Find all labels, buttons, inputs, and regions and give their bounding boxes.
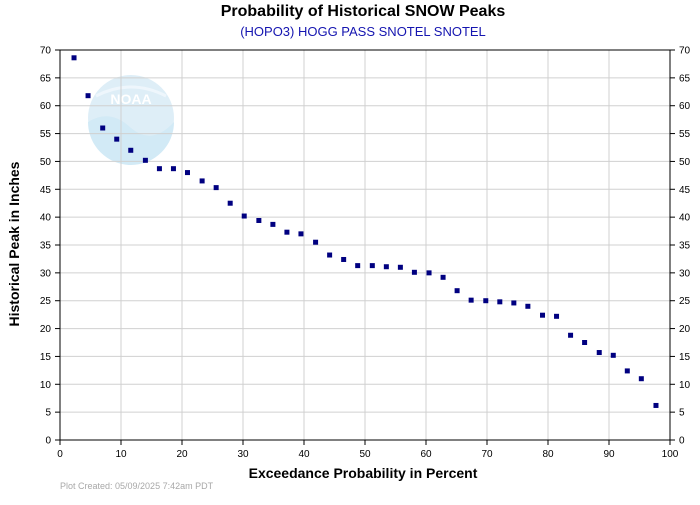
- y-tick-label-right: 70: [679, 46, 691, 57]
- data-point: [213, 185, 219, 191]
- y-tick-label-left: 10: [40, 380, 52, 391]
- x-tick-label: 100: [662, 449, 679, 460]
- y-tick-label-left: 5: [45, 408, 51, 419]
- data-point: [128, 147, 134, 153]
- y-tick-label-left: 30: [40, 268, 52, 279]
- data-point: [624, 368, 630, 374]
- data-point: [540, 312, 546, 318]
- x-tick-label: 0: [57, 449, 63, 460]
- data-point: [270, 221, 276, 227]
- data-point: [369, 263, 375, 269]
- data-point: [341, 256, 347, 262]
- x-tick-label: 60: [420, 449, 432, 460]
- data-point: [355, 263, 361, 269]
- y-tick-label-right: 55: [679, 129, 691, 140]
- data-point: [383, 264, 389, 270]
- data-point: [596, 350, 602, 356]
- data-point: [284, 229, 290, 235]
- y-tick-label-right: 5: [679, 408, 685, 419]
- data-point: [483, 298, 489, 304]
- points-layer: [71, 55, 659, 408]
- y-tick-label-left: 20: [40, 324, 52, 335]
- x-tick-label: 50: [359, 449, 371, 460]
- data-point: [327, 252, 333, 258]
- data-point: [170, 166, 176, 172]
- x-tick-label: 70: [481, 449, 493, 460]
- data-point: [426, 270, 432, 276]
- data-point: [184, 170, 190, 176]
- x-tick-label: 40: [298, 449, 310, 460]
- y-tick-label-left: 0: [45, 436, 51, 447]
- y-tick-label-left: 65: [40, 73, 52, 84]
- data-point: [298, 231, 304, 237]
- data-point: [241, 213, 247, 219]
- data-point: [610, 352, 616, 358]
- y-tick-label-left: 70: [40, 46, 52, 57]
- y-tick-label-right: 15: [679, 352, 691, 363]
- y-tick-label-left: 35: [40, 241, 52, 252]
- noaa-logo-text: NOAA: [110, 91, 151, 107]
- chart-title: Probability of Historical SNOW Peaks: [221, 3, 506, 20]
- data-point: [114, 136, 120, 142]
- y-tick-label-right: 35: [679, 241, 691, 252]
- x-tick-label: 90: [603, 449, 615, 460]
- data-point: [227, 200, 233, 206]
- data-point: [199, 178, 205, 184]
- data-point: [411, 269, 417, 275]
- y-tick-label-right: 40: [679, 213, 691, 224]
- data-point: [582, 340, 588, 345]
- y-tick-label-right: 50: [679, 157, 691, 168]
- data-point: [156, 166, 162, 172]
- y-tick-label-left: 40: [40, 213, 52, 224]
- data-point: [440, 274, 446, 280]
- data-point: [568, 332, 574, 338]
- y-tick-label-right: 0: [679, 436, 685, 447]
- plot-created-footer: Plot Created: 05/09/2025 7:42am PDT: [60, 481, 214, 491]
- y-axis-label: Historical Peak in Inches: [6, 161, 22, 326]
- y-tick-label-right: 60: [679, 101, 691, 112]
- y-tick-label-left: 25: [40, 296, 52, 307]
- data-point: [100, 125, 106, 131]
- y-tick-label-right: 25: [679, 296, 691, 307]
- y-tick-label-left: 50: [40, 157, 52, 168]
- data-point: [142, 157, 148, 163]
- y-tick-label-right: 20: [679, 324, 691, 335]
- data-point: [511, 300, 517, 306]
- data-point: [554, 313, 560, 319]
- data-point: [256, 217, 262, 223]
- y-tick-label-left: 60: [40, 101, 52, 112]
- y-tick-label-right: 10: [679, 380, 691, 391]
- x-axis-label: Exceedance Probability in Percent: [249, 465, 478, 481]
- x-tick-label: 80: [542, 449, 554, 460]
- data-point: [454, 288, 460, 294]
- chart-subtitle: (HOPO3) HOGG PASS SNOTEL SNOTEL: [240, 24, 486, 39]
- grid-layer: [60, 50, 670, 440]
- data-point: [525, 303, 531, 309]
- data-point: [638, 376, 644, 382]
- x-tick-label: 30: [237, 449, 249, 460]
- y-tick-label-right: 30: [679, 268, 691, 279]
- y-tick-label-right: 45: [679, 185, 691, 196]
- y-tick-label-right: 65: [679, 73, 691, 84]
- x-tick-label: 20: [176, 449, 188, 460]
- y-tick-label-left: 45: [40, 185, 52, 196]
- data-point: [71, 55, 77, 61]
- data-point: [497, 299, 503, 305]
- data-point: [653, 402, 659, 408]
- data-point: [397, 264, 403, 270]
- y-tick-label-left: 15: [40, 352, 52, 363]
- y-tick-label-left: 55: [40, 129, 52, 140]
- x-tick-label: 10: [115, 449, 127, 460]
- data-point: [85, 93, 91, 99]
- data-point: [313, 239, 319, 245]
- data-point: [468, 297, 474, 303]
